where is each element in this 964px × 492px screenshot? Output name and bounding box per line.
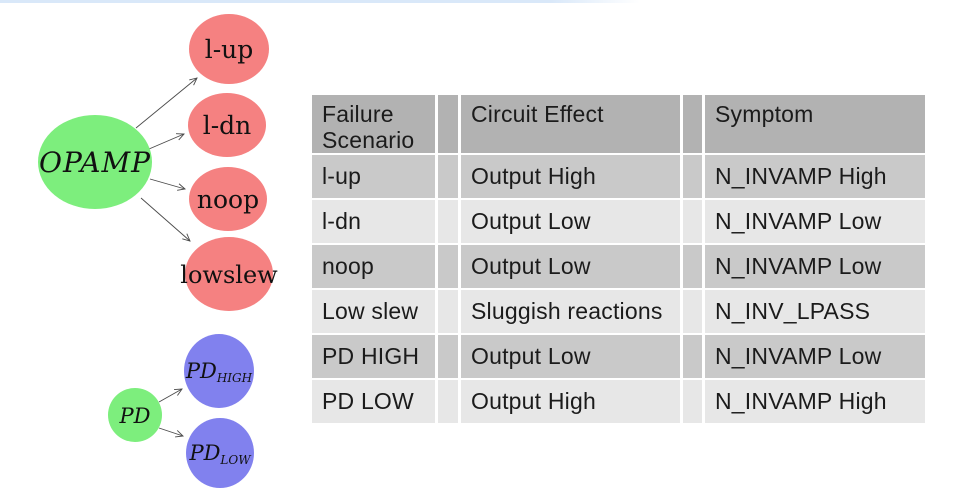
node-pd bbox=[108, 388, 162, 442]
spacer-cell bbox=[438, 200, 458, 243]
node-lowslew bbox=[185, 237, 273, 311]
edge-opamp-lup bbox=[135, 78, 197, 129]
cell-failure-scenario: l-up bbox=[312, 155, 435, 198]
spacer-cell bbox=[683, 335, 702, 378]
cell-failure-scenario: l-dn bbox=[312, 200, 435, 243]
spacer-cell bbox=[438, 380, 458, 423]
node-pd-low-label: PDLOW bbox=[188, 441, 252, 467]
cell-symptom: N_INVAMP High bbox=[705, 155, 925, 198]
spacer-cell bbox=[683, 290, 702, 333]
node-pd-high-label: PDHIGH bbox=[185, 359, 253, 385]
node-opamp-label: OPAMP bbox=[39, 146, 151, 179]
cell-circuit-effect: Output High bbox=[461, 380, 680, 423]
opamp-tree bbox=[135, 78, 197, 241]
fault-tree-diagram: OPAMP l-up l-dn noop lowslew PD PDHIGH P… bbox=[38, 14, 278, 488]
node-l-up bbox=[189, 14, 269, 84]
edge-opamp-noop bbox=[149, 178, 185, 189]
cell-circuit-effect: Output Low bbox=[461, 200, 680, 243]
cell-symptom: N_INVAMP Low bbox=[705, 335, 925, 378]
edge-pd-pdhigh bbox=[158, 389, 182, 403]
cell-symptom: N_INVAMP High bbox=[705, 380, 925, 423]
cell-symptom: N_INV_LPASS bbox=[705, 290, 925, 333]
spacer-cell bbox=[438, 95, 458, 153]
edge-pd-pdlow bbox=[158, 427, 183, 436]
cell-symptom: N_INVAMP Low bbox=[705, 245, 925, 288]
cell-circuit-effect: Sluggish reactions bbox=[461, 290, 680, 333]
node-noop bbox=[189, 167, 267, 231]
spacer-cell bbox=[438, 290, 458, 333]
node-pd-low bbox=[186, 418, 254, 488]
node-l-dn-label: l-dn bbox=[203, 111, 252, 140]
cell-failure-scenario: Low slew bbox=[312, 290, 435, 333]
node-pd-high bbox=[184, 334, 254, 408]
node-opamp bbox=[38, 115, 152, 209]
spacer-cell bbox=[683, 380, 702, 423]
cell-failure-scenario: PD HIGH bbox=[312, 335, 435, 378]
failure-scenario-table: Failure Scenario Circuit Effect Symptom … bbox=[312, 95, 925, 423]
node-pd-high-subscript: HIGH bbox=[216, 371, 253, 385]
spacer-cell bbox=[438, 245, 458, 288]
spacer-cell bbox=[683, 200, 702, 243]
header-circuit-effect: Circuit Effect bbox=[461, 95, 680, 153]
top-accent-strip bbox=[0, 0, 640, 3]
cell-circuit-effect: Output Low bbox=[461, 245, 680, 288]
spacer-cell bbox=[683, 245, 702, 288]
cell-failure-scenario: PD LOW bbox=[312, 380, 435, 423]
edge-opamp-ldn bbox=[148, 134, 184, 150]
node-lowslew-label: lowslew bbox=[180, 261, 278, 289]
cell-symptom: N_INVAMP Low bbox=[705, 200, 925, 243]
header-failure-scenario: Failure Scenario bbox=[312, 95, 435, 153]
pd-tree bbox=[158, 389, 183, 436]
header-symptom: Symptom bbox=[705, 95, 925, 153]
node-l-dn bbox=[188, 93, 266, 157]
cell-circuit-effect: Output High bbox=[461, 155, 680, 198]
spacer-cell bbox=[438, 155, 458, 198]
node-noop-label: noop bbox=[197, 185, 259, 214]
spacer-cell bbox=[683, 95, 702, 153]
spacer-cell bbox=[438, 335, 458, 378]
spacer-cell bbox=[683, 155, 702, 198]
node-pd-low-subscript: LOW bbox=[219, 453, 252, 467]
node-pd-label: PD bbox=[119, 404, 151, 428]
node-l-up-label: l-up bbox=[205, 35, 254, 64]
cell-failure-scenario: noop bbox=[312, 245, 435, 288]
cell-circuit-effect: Output Low bbox=[461, 335, 680, 378]
edge-opamp-lowslew bbox=[140, 197, 190, 241]
